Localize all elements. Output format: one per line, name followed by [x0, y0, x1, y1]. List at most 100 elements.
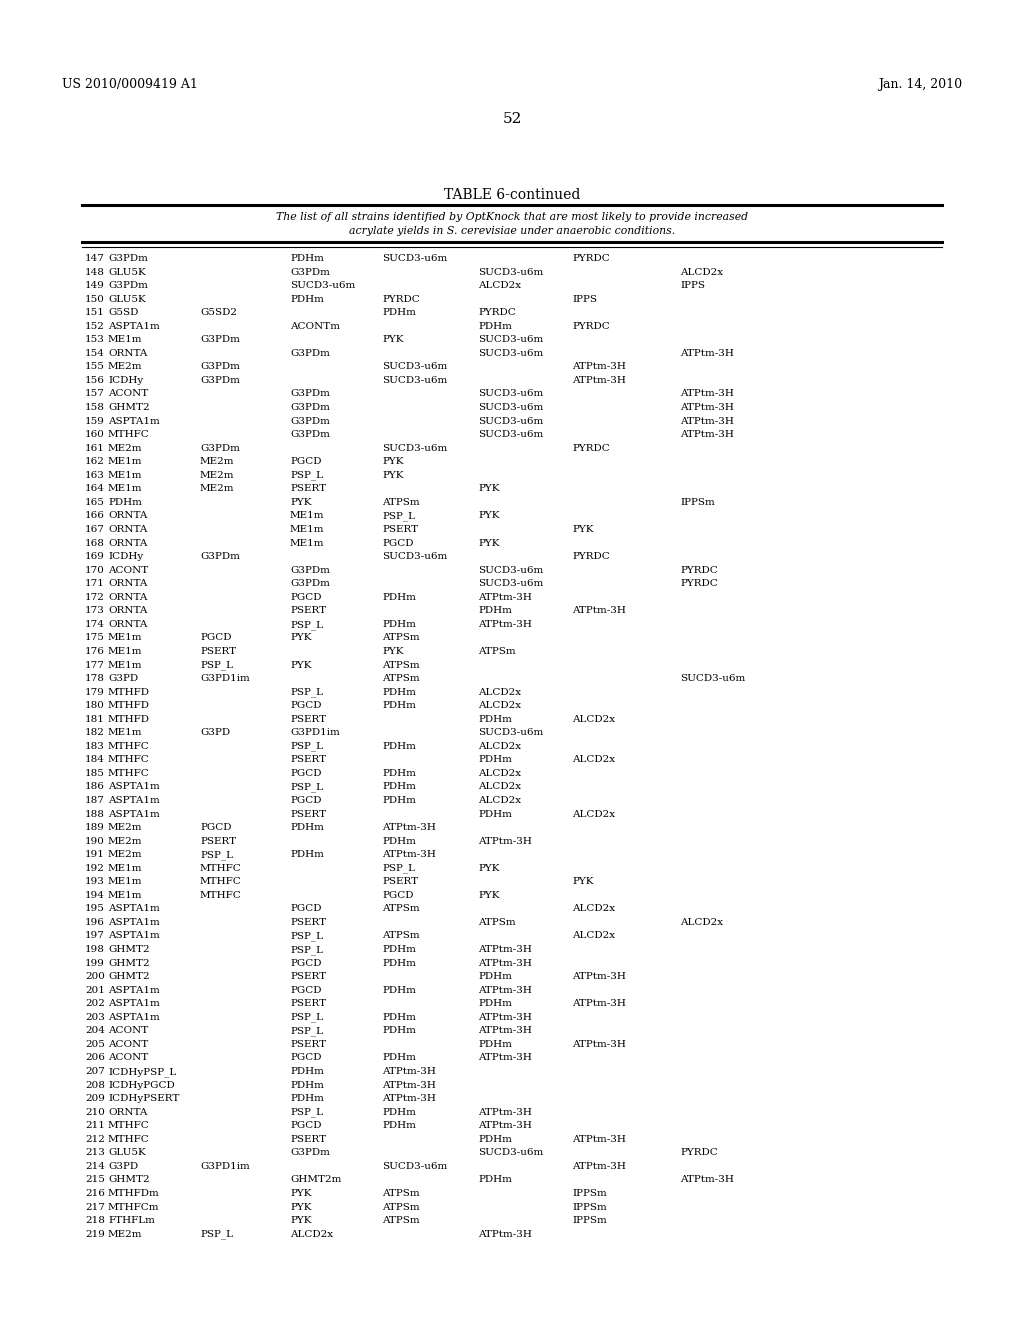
Text: ICDHy: ICDHy: [108, 552, 143, 561]
Text: PSP_L: PSP_L: [382, 863, 415, 874]
Text: SUCD3-u6m: SUCD3-u6m: [382, 376, 447, 385]
Text: PSP_L: PSP_L: [290, 1012, 323, 1023]
Text: The list of all strains identified by OptKnock that are most likely to provide i: The list of all strains identified by Op…: [275, 213, 749, 222]
Text: PDHm: PDHm: [290, 1094, 324, 1104]
Text: PSP_L: PSP_L: [290, 620, 323, 630]
Text: ATPSm: ATPSm: [382, 1216, 420, 1225]
Text: G3PDm: G3PDm: [290, 566, 330, 574]
Text: ORNTA: ORNTA: [108, 1107, 147, 1117]
Text: IPPSm: IPPSm: [572, 1203, 607, 1212]
Text: PSP_L: PSP_L: [200, 850, 233, 859]
Text: 166: 166: [85, 511, 105, 520]
Text: SUCD3-u6m: SUCD3-u6m: [680, 675, 745, 682]
Text: ACONT: ACONT: [108, 1053, 148, 1063]
Text: PDHm: PDHm: [382, 796, 416, 805]
Text: 197: 197: [85, 932, 105, 940]
Text: MTHFC: MTHFC: [200, 891, 242, 900]
Text: PDHm: PDHm: [382, 768, 416, 777]
Text: ME2m: ME2m: [108, 837, 142, 846]
Text: 52: 52: [503, 112, 521, 125]
Text: 160: 160: [85, 430, 105, 440]
Text: ATPtm-3H: ATPtm-3H: [478, 593, 531, 602]
Text: 156: 156: [85, 376, 105, 385]
Text: SUCD3-u6m: SUCD3-u6m: [382, 363, 447, 371]
Text: acrylate yields in S. cerevisiae under anaerobic conditions.: acrylate yields in S. cerevisiae under a…: [349, 226, 675, 236]
Text: SUCD3-u6m: SUCD3-u6m: [290, 281, 355, 290]
Text: ATPtm-3H: ATPtm-3H: [572, 972, 626, 981]
Text: PSP_L: PSP_L: [290, 471, 323, 480]
Text: PGCD: PGCD: [290, 796, 322, 805]
Text: ASPTA1m: ASPTA1m: [108, 322, 160, 331]
Text: 192: 192: [85, 863, 105, 873]
Text: PDHm: PDHm: [382, 701, 416, 710]
Text: ALCD2x: ALCD2x: [572, 714, 615, 723]
Text: PSERT: PSERT: [290, 999, 326, 1008]
Text: PYK: PYK: [382, 457, 403, 466]
Text: PDHm: PDHm: [382, 308, 416, 317]
Text: ME1m: ME1m: [108, 891, 142, 900]
Text: GLU5K: GLU5K: [108, 1148, 145, 1158]
Text: ATPtm-3H: ATPtm-3H: [478, 1012, 531, 1022]
Text: MTHFCm: MTHFCm: [108, 1203, 160, 1212]
Text: ME2m: ME2m: [108, 1230, 142, 1238]
Text: GLU5K: GLU5K: [108, 294, 145, 304]
Text: PSERT: PSERT: [200, 837, 237, 846]
Text: GHMT2: GHMT2: [108, 958, 150, 968]
Text: ASPTA1m: ASPTA1m: [108, 417, 160, 425]
Text: PYRDC: PYRDC: [478, 308, 516, 317]
Text: PYRDC: PYRDC: [680, 579, 718, 589]
Text: ME1m: ME1m: [290, 511, 325, 520]
Text: ATPtm-3H: ATPtm-3H: [382, 824, 436, 832]
Text: US 2010/0009419 A1: US 2010/0009419 A1: [62, 78, 198, 91]
Text: SUCD3-u6m: SUCD3-u6m: [478, 566, 544, 574]
Text: ALCD2x: ALCD2x: [478, 783, 521, 792]
Text: ATPtm-3H: ATPtm-3H: [572, 606, 626, 615]
Text: PGCD: PGCD: [290, 768, 322, 777]
Text: ASPTA1m: ASPTA1m: [108, 796, 160, 805]
Text: ME1m: ME1m: [108, 863, 142, 873]
Text: GHMT2: GHMT2: [108, 945, 150, 954]
Text: ATPSm: ATPSm: [382, 675, 420, 682]
Text: ALCD2x: ALCD2x: [478, 281, 521, 290]
Text: ATPtm-3H: ATPtm-3H: [572, 999, 626, 1008]
Text: ICDHyPSERT: ICDHyPSERT: [108, 1094, 179, 1104]
Text: ATPtm-3H: ATPtm-3H: [382, 1067, 436, 1076]
Text: G3PDm: G3PDm: [290, 403, 330, 412]
Text: 203: 203: [85, 1012, 105, 1022]
Text: ORNTA: ORNTA: [108, 539, 147, 548]
Text: IPPSm: IPPSm: [572, 1216, 607, 1225]
Text: ATPtm-3H: ATPtm-3H: [478, 1053, 531, 1063]
Text: PGCD: PGCD: [290, 1121, 322, 1130]
Text: ASPTA1m: ASPTA1m: [108, 783, 160, 792]
Text: PDHm: PDHm: [290, 253, 324, 263]
Text: ATPtm-3H: ATPtm-3H: [478, 1230, 531, 1238]
Text: SUCD3-u6m: SUCD3-u6m: [478, 335, 544, 345]
Text: FTHFLm: FTHFLm: [108, 1216, 155, 1225]
Text: 187: 187: [85, 796, 105, 805]
Text: 165: 165: [85, 498, 105, 507]
Text: ATPSm: ATPSm: [382, 660, 420, 669]
Text: MTHFC: MTHFC: [108, 1135, 150, 1143]
Text: ALCD2x: ALCD2x: [680, 268, 723, 277]
Text: ME2m: ME2m: [108, 444, 142, 453]
Text: G3PDm: G3PDm: [200, 444, 240, 453]
Text: 148: 148: [85, 268, 105, 277]
Text: ATPtm-3H: ATPtm-3H: [382, 1081, 436, 1089]
Text: PSP_L: PSP_L: [200, 660, 233, 671]
Text: ALCD2x: ALCD2x: [680, 917, 723, 927]
Text: 217: 217: [85, 1203, 105, 1212]
Text: 171: 171: [85, 579, 105, 589]
Text: ORNTA: ORNTA: [108, 579, 147, 589]
Text: 170: 170: [85, 566, 105, 574]
Text: ACONT: ACONT: [108, 566, 148, 574]
Text: PDHm: PDHm: [478, 1040, 512, 1049]
Text: 211: 211: [85, 1121, 105, 1130]
Text: ME1m: ME1m: [108, 729, 142, 738]
Text: 150: 150: [85, 294, 105, 304]
Text: 179: 179: [85, 688, 105, 697]
Text: PYK: PYK: [478, 891, 500, 900]
Text: MTHFC: MTHFC: [108, 742, 150, 751]
Text: 163: 163: [85, 471, 105, 479]
Text: PYK: PYK: [382, 471, 403, 479]
Text: SUCD3-u6m: SUCD3-u6m: [382, 552, 447, 561]
